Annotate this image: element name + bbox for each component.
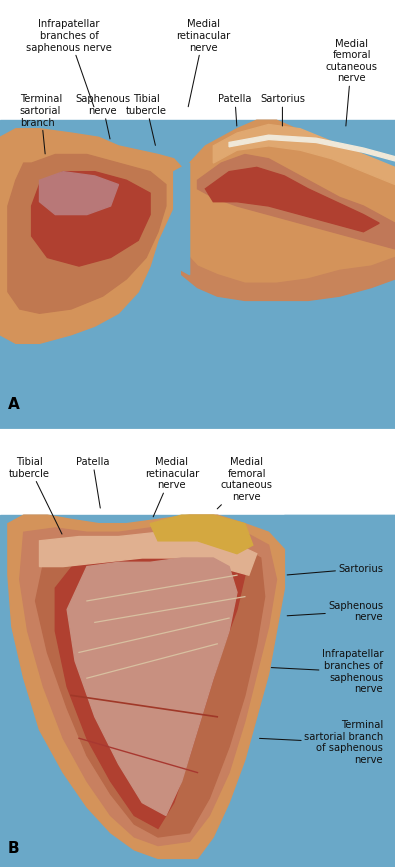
- Polygon shape: [32, 172, 150, 266]
- Polygon shape: [213, 125, 395, 185]
- Polygon shape: [198, 154, 395, 249]
- Text: Medial
femoral
cutaneous
nerve: Medial femoral cutaneous nerve: [325, 39, 378, 126]
- Text: Medial
retinacular
nerve: Medial retinacular nerve: [145, 457, 199, 517]
- Polygon shape: [150, 515, 253, 554]
- Text: Infrapatellar
branches of
saphenous nerve: Infrapatellar branches of saphenous nerv…: [26, 19, 112, 107]
- Text: Medial
femoral
cutaneous
nerve: Medial femoral cutaneous nerve: [217, 457, 273, 509]
- Polygon shape: [229, 135, 395, 161]
- Text: Medial
retinacular
nerve: Medial retinacular nerve: [176, 19, 231, 107]
- Polygon shape: [67, 558, 237, 816]
- Text: B: B: [8, 841, 19, 857]
- Polygon shape: [182, 249, 395, 301]
- Text: Tibial
tubercle: Tibial tubercle: [126, 95, 167, 146]
- Text: Patella: Patella: [76, 457, 109, 508]
- Text: Patella: Patella: [218, 95, 252, 126]
- Text: Saphenous
nerve: Saphenous nerve: [75, 95, 130, 139]
- Polygon shape: [20, 524, 276, 845]
- Bar: [0, 515, 395, 867]
- Polygon shape: [8, 515, 284, 858]
- Text: Terminal
sartorial branch
of saphenous
nerve: Terminal sartorial branch of saphenous n…: [260, 720, 383, 765]
- Text: Sartorius: Sartorius: [287, 564, 383, 575]
- Polygon shape: [8, 154, 166, 313]
- Polygon shape: [40, 172, 118, 214]
- Polygon shape: [40, 532, 257, 575]
- Text: Terminal
sartorial
branch: Terminal sartorial branch: [20, 95, 62, 153]
- Bar: [0, 438, 395, 524]
- Text: Saphenous
nerve: Saphenous nerve: [287, 601, 383, 623]
- Polygon shape: [36, 532, 265, 837]
- Text: A: A: [8, 397, 20, 412]
- Polygon shape: [174, 163, 190, 275]
- Bar: [0, 121, 395, 429]
- Polygon shape: [182, 121, 395, 288]
- Text: Sartorius: Sartorius: [260, 95, 305, 126]
- Bar: [284, 515, 395, 867]
- Polygon shape: [0, 128, 182, 343]
- Bar: [0, 0, 395, 128]
- Polygon shape: [55, 550, 245, 828]
- Polygon shape: [205, 167, 379, 231]
- Text: Infrapatellar
branches of
saphenous
nerve: Infrapatellar branches of saphenous nerv…: [271, 649, 383, 694]
- Text: Tibial
tubercle: Tibial tubercle: [9, 457, 62, 534]
